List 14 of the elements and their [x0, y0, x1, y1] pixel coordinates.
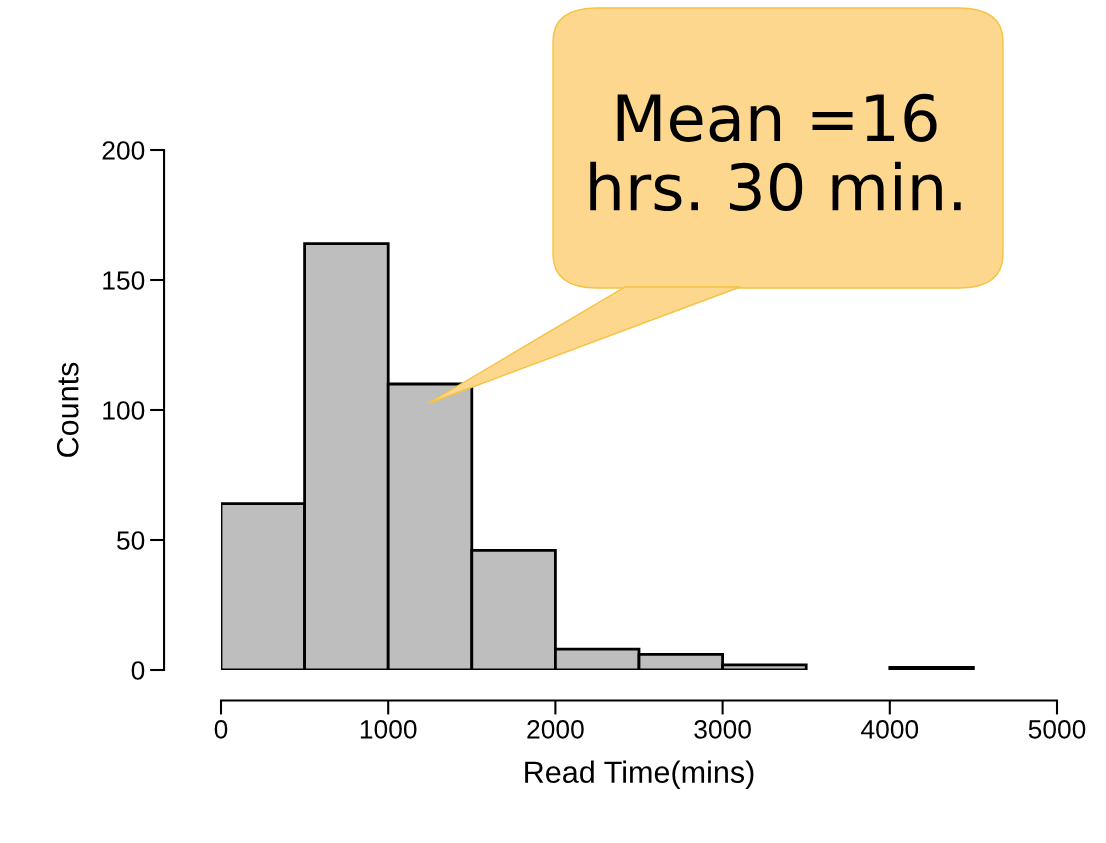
- x-tick-label: 1000: [360, 720, 417, 739]
- x-tick-label: 3000: [694, 720, 751, 739]
- y-tick-label: 0: [131, 661, 145, 680]
- y-tick-label: 50: [117, 531, 145, 550]
- x-tick-label: 5000: [1028, 720, 1086, 739]
- y-tick-label: 150: [103, 271, 145, 290]
- y-tick-label: 100: [103, 401, 145, 420]
- annotation: Mean =16 hrs. 30 min.: [590, 93, 961, 212]
- x-axis-title: Read Time(mins): [525, 760, 754, 790]
- x-tick-label: 4000: [861, 720, 919, 739]
- x-tick-label: 0: [214, 720, 228, 739]
- y-axis-title: Counts: [56, 362, 79, 457]
- x-tick-label: 2000: [527, 720, 584, 739]
- y-tick-label: 200: [102, 141, 145, 160]
